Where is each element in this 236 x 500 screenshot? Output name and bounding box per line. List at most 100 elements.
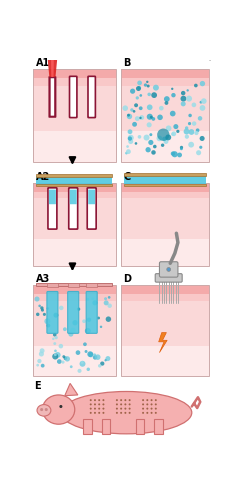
Circle shape <box>171 152 175 156</box>
Circle shape <box>189 129 194 135</box>
Bar <box>121 285 209 376</box>
Circle shape <box>93 354 96 356</box>
Circle shape <box>97 316 100 320</box>
Polygon shape <box>51 44 54 77</box>
FancyBboxPatch shape <box>48 188 57 229</box>
Bar <box>124 173 206 176</box>
Circle shape <box>98 404 100 406</box>
Circle shape <box>108 296 110 298</box>
Circle shape <box>68 332 73 336</box>
Bar <box>33 86 116 131</box>
Circle shape <box>70 366 73 368</box>
Circle shape <box>124 404 126 406</box>
Bar <box>102 419 110 434</box>
Circle shape <box>100 326 102 328</box>
Circle shape <box>70 328 76 334</box>
Bar <box>33 346 116 376</box>
Bar <box>33 301 116 346</box>
Circle shape <box>94 408 96 410</box>
Circle shape <box>147 104 152 110</box>
Circle shape <box>105 359 107 362</box>
Circle shape <box>37 359 42 363</box>
Circle shape <box>162 136 167 141</box>
Circle shape <box>139 116 142 119</box>
Circle shape <box>102 399 105 401</box>
Circle shape <box>87 352 93 357</box>
FancyBboxPatch shape <box>49 76 56 118</box>
Circle shape <box>124 408 126 410</box>
Circle shape <box>146 399 148 401</box>
Circle shape <box>54 354 57 356</box>
Bar <box>33 183 116 266</box>
FancyBboxPatch shape <box>51 78 54 116</box>
Circle shape <box>148 92 151 96</box>
Bar <box>154 419 163 434</box>
Circle shape <box>196 150 201 156</box>
Circle shape <box>194 131 198 135</box>
FancyBboxPatch shape <box>88 190 95 204</box>
Circle shape <box>161 144 164 147</box>
Bar <box>83 419 92 434</box>
Polygon shape <box>159 332 167 352</box>
Circle shape <box>192 122 196 126</box>
Circle shape <box>135 142 137 145</box>
Circle shape <box>144 84 147 86</box>
Circle shape <box>173 124 178 129</box>
Circle shape <box>132 122 137 126</box>
Circle shape <box>39 352 44 356</box>
Circle shape <box>188 114 192 117</box>
Bar <box>33 294 116 301</box>
Ellipse shape <box>42 395 75 424</box>
Circle shape <box>122 106 128 111</box>
FancyBboxPatch shape <box>70 190 77 204</box>
Circle shape <box>143 134 150 140</box>
Bar <box>33 69 116 162</box>
Circle shape <box>102 408 105 410</box>
Circle shape <box>59 405 63 408</box>
Circle shape <box>128 134 134 140</box>
Bar <box>36 176 113 184</box>
Circle shape <box>151 408 152 410</box>
Circle shape <box>170 110 176 116</box>
Circle shape <box>136 96 139 100</box>
Circle shape <box>124 399 126 401</box>
Bar <box>121 346 209 376</box>
Circle shape <box>116 408 118 410</box>
Circle shape <box>147 122 152 128</box>
Circle shape <box>181 102 186 106</box>
FancyBboxPatch shape <box>181 30 198 48</box>
Circle shape <box>176 130 180 133</box>
FancyBboxPatch shape <box>68 292 79 334</box>
Circle shape <box>84 350 88 353</box>
Circle shape <box>46 307 49 310</box>
Bar <box>121 131 209 162</box>
Bar <box>33 69 116 78</box>
Polygon shape <box>46 44 59 77</box>
Bar <box>36 174 113 177</box>
Circle shape <box>92 300 97 306</box>
Circle shape <box>171 132 174 136</box>
Text: A3: A3 <box>35 274 50 284</box>
Circle shape <box>155 408 157 410</box>
Circle shape <box>200 105 205 111</box>
Circle shape <box>98 364 101 368</box>
Text: B: B <box>123 58 131 68</box>
Circle shape <box>156 136 162 141</box>
Circle shape <box>77 308 80 311</box>
Circle shape <box>52 338 55 340</box>
Bar <box>36 284 113 286</box>
Circle shape <box>53 312 58 318</box>
Circle shape <box>177 152 182 158</box>
Circle shape <box>95 354 101 360</box>
Circle shape <box>104 297 107 300</box>
Bar <box>121 239 209 266</box>
Bar <box>33 198 116 239</box>
FancyBboxPatch shape <box>160 262 178 277</box>
Circle shape <box>151 92 157 98</box>
Circle shape <box>120 412 122 414</box>
Circle shape <box>137 80 142 86</box>
Circle shape <box>52 354 58 360</box>
Circle shape <box>34 296 40 302</box>
Circle shape <box>130 108 134 112</box>
Circle shape <box>155 404 157 406</box>
